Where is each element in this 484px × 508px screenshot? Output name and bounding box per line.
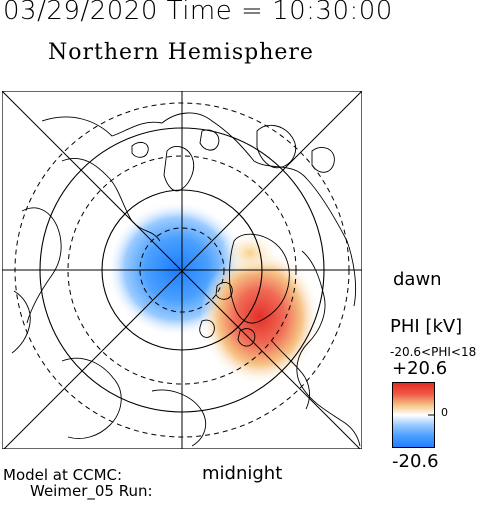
midnight-label: midnight	[202, 463, 283, 484]
colorbar-title: PHI [kV]	[390, 316, 463, 337]
header-datetime: 03/29/2020 Time = 10:30:00	[3, 0, 393, 26]
meridians	[2, 91, 362, 449]
map-title: Northern Hemisphere	[48, 40, 314, 65]
model-label: Model at CCMC:	[3, 466, 123, 484]
colorbar-min-label: -20.6	[392, 451, 439, 472]
coastlines	[11, 112, 361, 447]
colorbar-range-text: -20.6<PHI<18	[390, 345, 477, 359]
colorbar	[392, 382, 435, 448]
colorbar-zero-label: 0	[441, 406, 448, 419]
polar-map	[2, 91, 362, 449]
run-label: Weimer_05 Run:	[30, 482, 153, 500]
positive-potential-fringe	[220, 231, 280, 275]
colorbar-max-label: +20.6	[392, 358, 448, 379]
dawn-label: dawn	[393, 269, 442, 290]
